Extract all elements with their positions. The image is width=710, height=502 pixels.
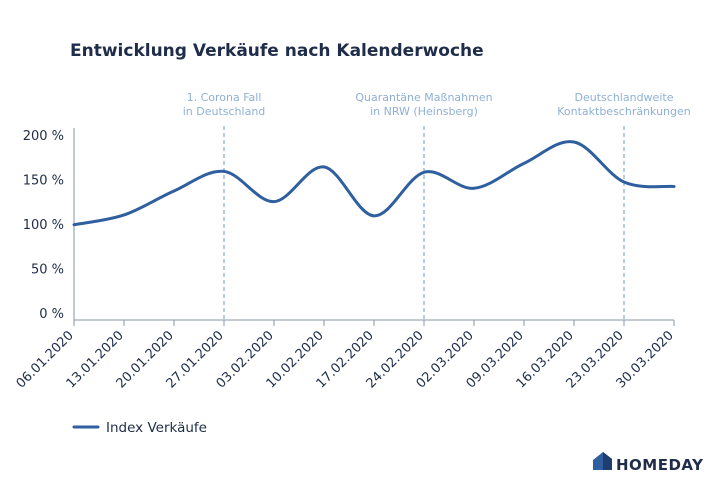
data-point [473, 187, 475, 189]
data-point [273, 200, 275, 202]
x-axis: 06.01.202013.01.202020.01.202027.01.2020… [14, 319, 677, 391]
y-tick-label: 200 % [23, 129, 64, 144]
data-point [73, 224, 75, 226]
data-point [173, 190, 175, 192]
data-point [323, 166, 325, 168]
series [72, 140, 676, 227]
brand-logo: HOMEDAY [593, 452, 704, 474]
data-point [423, 171, 425, 173]
y-axis: 0 % 50 % 100 % 150 % 200 % [23, 128, 75, 322]
data-point [573, 141, 575, 143]
series-line [72, 140, 676, 227]
chart-title: Entwicklung Verkäufe nach Kalenderwoche [70, 41, 484, 61]
brand-name: HOMEDAY [616, 456, 704, 474]
data-point [673, 185, 675, 187]
y-tick-label: 100 % [23, 218, 64, 233]
data-point [523, 162, 525, 164]
annotations: 1. Corona Fall in Deutschland Quarantäne M… [183, 91, 691, 320]
y-tick-label: 150 % [23, 174, 64, 189]
annotation-label: Deutschlandweite Kontaktbeschränkungen [557, 91, 691, 118]
data-point [373, 215, 375, 217]
data-point [123, 214, 125, 216]
house-icon [593, 452, 612, 470]
annotation-label: 1. Corona Fall in Deutschland [183, 91, 266, 118]
legend-label: Index Verkäufe [106, 420, 207, 436]
y-tick-label: 50 % [31, 263, 64, 278]
data-point [223, 170, 225, 172]
annotation-label: Quarantäne Maßnahmen in NRW (Heinsberg) [355, 91, 492, 118]
y-tick-label: 0 % [39, 307, 64, 322]
data-point [623, 181, 625, 183]
legend: Index Verkäufe [72, 420, 207, 436]
